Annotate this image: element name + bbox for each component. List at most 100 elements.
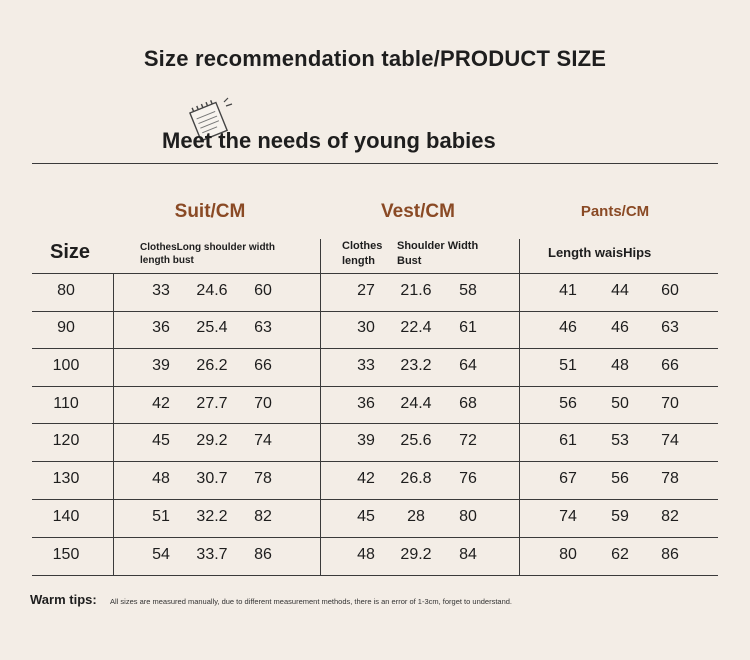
section-subtitle: Meet the needs of young babies [162, 128, 496, 153]
pants-group-title: Pants/CM [580, 203, 650, 220]
pants-cell: 66 [661, 357, 679, 374]
suit-cell: 30.7 [196, 470, 228, 487]
suit-cell: 25.4 [196, 319, 228, 336]
pants-cell: 41 [559, 282, 577, 299]
warm-tips-label: Warm tips: [30, 592, 97, 607]
size-cell: 110 [53, 395, 79, 412]
pants-cell: 60 [661, 282, 679, 299]
suit-cell: 39 [152, 357, 170, 374]
suit-cell: 63 [254, 319, 272, 336]
vest-cell: 42 [357, 470, 375, 487]
suit-header-line1: ClothesLong shoulder width [140, 242, 275, 253]
suit-cell: 60 [254, 282, 272, 299]
column-divider [519, 239, 520, 575]
suit-cell: 29.2 [196, 432, 228, 449]
notepad-icon [189, 97, 233, 142]
vest-header-col1-line2: length [342, 255, 375, 267]
size-cell: 130 [52, 470, 80, 487]
suit-cell: 24.6 [196, 282, 228, 299]
pants-cell: 46 [559, 319, 577, 336]
pants-cell: 61 [559, 432, 577, 449]
column-divider [113, 273, 114, 575]
pants-cell: 86 [661, 546, 679, 563]
suit-cell: 42 [152, 395, 170, 412]
vest-cell: 68 [459, 395, 477, 412]
pants-cell: 74 [559, 508, 577, 525]
vest-cell: 25.6 [400, 432, 432, 449]
suit-group-title: Suit/CM [174, 201, 246, 222]
vest-cell: 30 [357, 319, 375, 336]
warm-tips-text: All sizes are measured manually, due to … [110, 597, 513, 606]
pants-cell: 53 [611, 432, 629, 449]
vest-cell: 76 [459, 470, 477, 487]
vest-cell: 84 [459, 546, 477, 563]
row-rule [32, 423, 718, 424]
vest-cell: 26.8 [400, 470, 432, 487]
pants-cell: 46 [611, 319, 629, 336]
vest-cell: 24.4 [400, 395, 432, 412]
suit-cell: 48 [152, 470, 170, 487]
size-cell: 150 [52, 546, 80, 563]
size-cell: 100 [52, 357, 80, 374]
row-rule [32, 461, 718, 462]
suit-cell: 45 [152, 432, 170, 449]
vest-cell: 33 [357, 357, 375, 374]
suit-cell: 27.7 [196, 395, 228, 412]
suit-cell: 54 [152, 546, 170, 563]
vest-cell: 27 [357, 282, 375, 299]
pants-cell: 56 [611, 470, 629, 487]
vest-cell: 72 [459, 432, 477, 449]
vest-length-header: Clothes length [342, 239, 382, 269]
suit-cell: 33.7 [196, 546, 228, 563]
pants-cell: 70 [661, 395, 679, 412]
suit-cell: 36 [152, 319, 170, 336]
suit-cell: 33 [152, 282, 170, 299]
vest-cell: 22.4 [400, 319, 432, 336]
suit-columns-header: ClothesLong shoulder width length bust [140, 241, 275, 267]
row-rule [32, 348, 718, 349]
row-rule [32, 537, 718, 538]
vest-header-col1-line1: Clothes [342, 240, 383, 252]
row-rule [32, 386, 718, 387]
vest-cell: 36 [357, 395, 375, 412]
pants-cell: 59 [611, 508, 629, 525]
page-title: Size recommendation table/PRODUCT SIZE [143, 46, 607, 71]
row-rule [32, 311, 718, 312]
pants-cell: 62 [611, 546, 629, 563]
vest-group-title: Vest/CM [381, 201, 455, 222]
pants-cell: 78 [661, 470, 679, 487]
table-bottom-rule [32, 575, 718, 576]
pants-cell: 74 [661, 432, 679, 449]
size-cell: 80 [57, 282, 75, 299]
pants-cell: 67 [559, 470, 577, 487]
pants-cell: 82 [661, 508, 679, 525]
pants-cell: 48 [611, 357, 629, 374]
suit-cell: 70 [254, 395, 272, 412]
vest-cell: 28 [407, 508, 425, 525]
suit-cell: 82 [254, 508, 272, 525]
suit-cell: 74 [254, 432, 272, 449]
pants-cell: 56 [559, 395, 577, 412]
size-cell: 120 [52, 432, 80, 449]
header-divider [32, 163, 718, 164]
suit-cell: 32.2 [196, 508, 228, 525]
size-header: Size [50, 241, 91, 263]
suit-cell: 86 [254, 546, 272, 563]
vest-width-header: Shoulder Width Bust [397, 239, 478, 269]
suit-cell: 78 [254, 470, 272, 487]
vest-cell: 23.2 [400, 357, 432, 374]
pants-columns-header: Length waisHips [548, 245, 652, 260]
suit-cell: 51 [152, 508, 170, 525]
pants-cell: 80 [559, 546, 577, 563]
table-top-rule [32, 273, 718, 274]
vest-cell: 80 [459, 508, 477, 525]
suit-cell: 26.2 [196, 357, 228, 374]
column-divider [320, 239, 321, 575]
vest-cell: 64 [459, 357, 477, 374]
pants-cell: 44 [611, 282, 629, 299]
vest-cell: 58 [459, 282, 477, 299]
suit-cell: 66 [254, 357, 272, 374]
vest-cell: 48 [357, 546, 375, 563]
size-cell: 90 [57, 319, 75, 336]
vest-cell: 39 [357, 432, 375, 449]
